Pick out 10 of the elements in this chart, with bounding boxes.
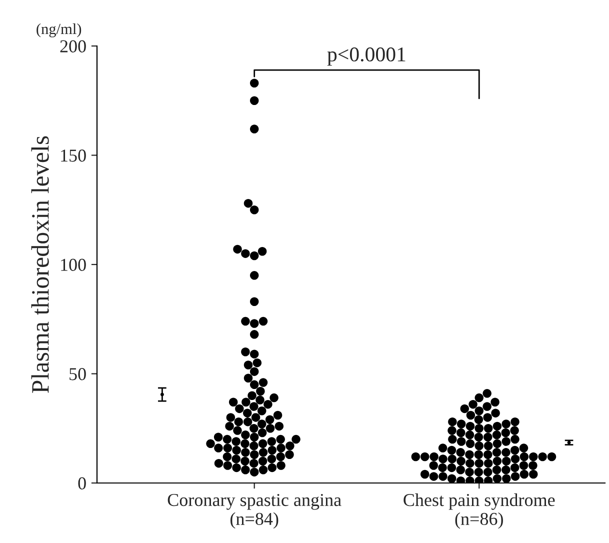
- text: (ng/ml): [36, 23, 82, 38]
- y-tick-label: 0: [78, 477, 86, 490]
- annotation: p<0.0001: [327, 47, 406, 66]
- x-tick-label: Coronary spastic angina (n=84): [168, 494, 342, 529]
- y-tick-label: 50: [70, 368, 86, 380]
- y-tick-label: 200: [60, 40, 86, 52]
- y-tick-label: 150: [61, 150, 86, 162]
- y-tick-label: 100: [61, 258, 86, 271]
- y-axis-title: Plasma thioredoxin levels: [31, 136, 49, 393]
- x-tick-label: Chest pain syndrome (n=86): [404, 493, 555, 529]
